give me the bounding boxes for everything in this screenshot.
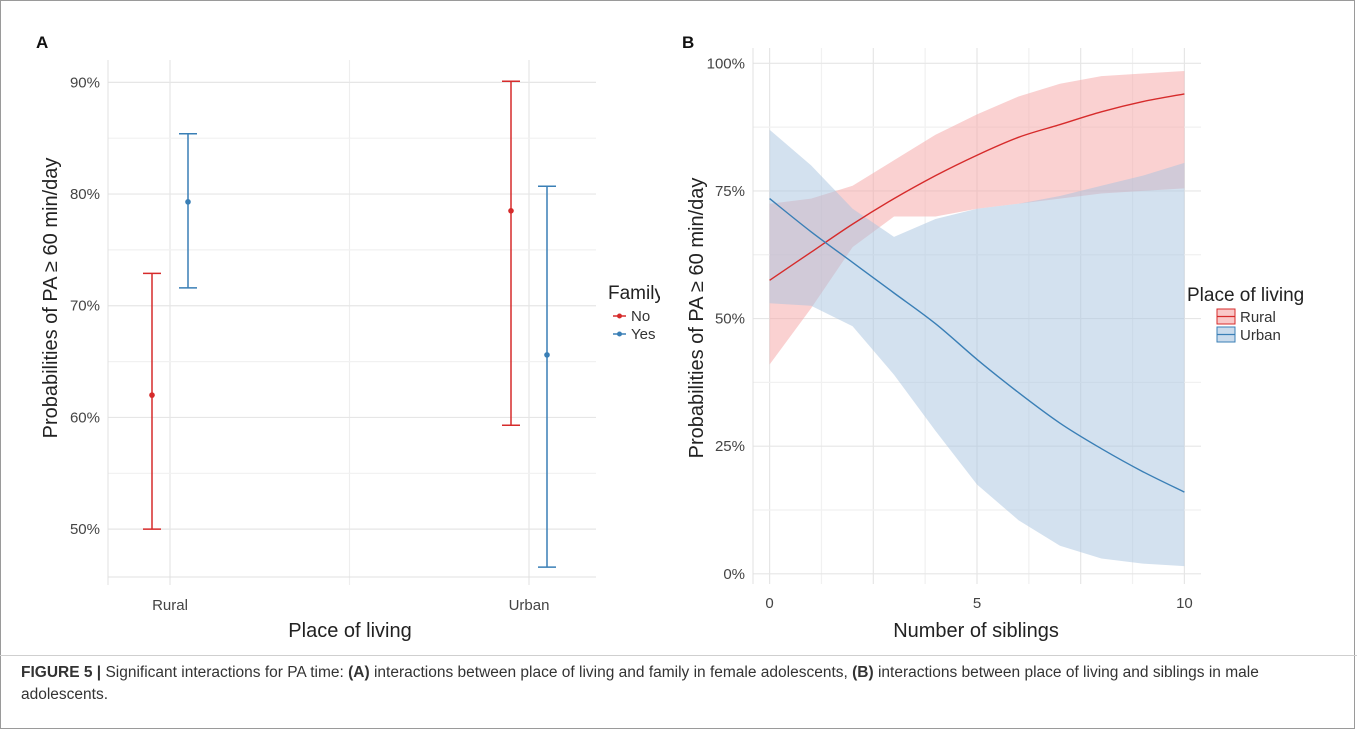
caption-text-1: Significant interactions for PA time: [101,664,349,681]
caption-figure-label: FIGURE 5 | [21,664,102,681]
panel-b-legend-label: Urban [1240,327,1281,344]
panel-b-tick-labels: 0% 25% 50% 75% 100% 0 5 10 [707,55,1193,612]
panel-a-y-axis-title: Probabilities of PA ≥ 60 min/day [40,158,62,439]
chart-panel-b: B 0% 25% 50% 75% 100% 0 5 10 Number of siblings… [682,33,1304,642]
figure-caption: FIGURE 5 | Significant interactions for … [21,662,1331,706]
panel-label-b: B [682,33,694,52]
panel-b-y-tick-label: 50% [715,311,745,328]
panel-b-line-rural [769,93,1185,281]
panel-b-line-urban [769,198,1185,493]
panel-b-y-tick-label: 0% [723,566,745,583]
panel-a-gridlines [107,60,596,585]
panel-a-point [149,392,155,398]
panel-b-legend-title: Place of living [1187,285,1304,306]
panel-a-y-tick-label: 80% [70,186,100,203]
panel-label-a: A [36,33,48,52]
panel-b-y-tick-label: 100% [707,55,745,72]
panel-a-x-tick-label: Rural [152,597,188,614]
panel-a-point [508,207,514,214]
panel-a-y-tick-label: 70% [70,298,100,315]
chart-panel-a: A 50% 60% 70% 80% 90% Rural Urban Place of liv… [36,33,660,642]
panel-a-x-axis-title: Place of living [288,620,411,642]
panel-a-x-tick-label: Urban [509,597,550,614]
panel-b-lines [769,93,1185,493]
panel-b-y-axis-title: Probabilities of PA ≥ 60 min/day [686,178,708,459]
panel-b-legend-label: Rural [1240,309,1276,326]
caption-panel-b-ref: (B) [852,664,874,681]
panel-b-confidence-bands [769,71,1185,567]
caption-text-3: interactions between place of living and… [21,664,1259,703]
panel-a-marks [143,80,556,568]
panel-b-band-rural [769,71,1185,365]
panel-b-band-urban [769,129,1185,567]
panel-b-x-tick-label: 0 [765,595,773,612]
panel-a-y-tick-label: 60% [70,409,100,426]
panel-a-legend-key-point [617,331,622,337]
panel-b-y-tick-label: 25% [715,438,745,455]
panel-b-x-tick-label: 5 [973,595,981,612]
caption-divider [0,655,1357,656]
panel-a-legend-label: Yes [631,326,655,343]
panel-a-legend-key-point [617,313,622,319]
panel-a-legend-label: No [631,308,650,325]
caption-text-2: interactions between place of living and… [369,664,853,681]
panel-a-legend-title: Family [608,283,660,304]
panel-b-x-tick-label: 10 [1176,595,1193,612]
caption-panel-a-ref: (A) [348,664,370,681]
panel-a-point [544,352,550,358]
panel-b-x-axis-title: Number of siblings [893,620,1059,642]
panel-a-point [185,199,191,205]
panel-a-tick-labels: 50% 60% 70% 80% 90% Rural Urban [70,74,549,614]
panel-a-y-tick-label: 50% [70,521,100,538]
panel-a-y-tick-label: 90% [70,74,100,91]
panel-b-y-tick-label: 75% [715,183,745,200]
